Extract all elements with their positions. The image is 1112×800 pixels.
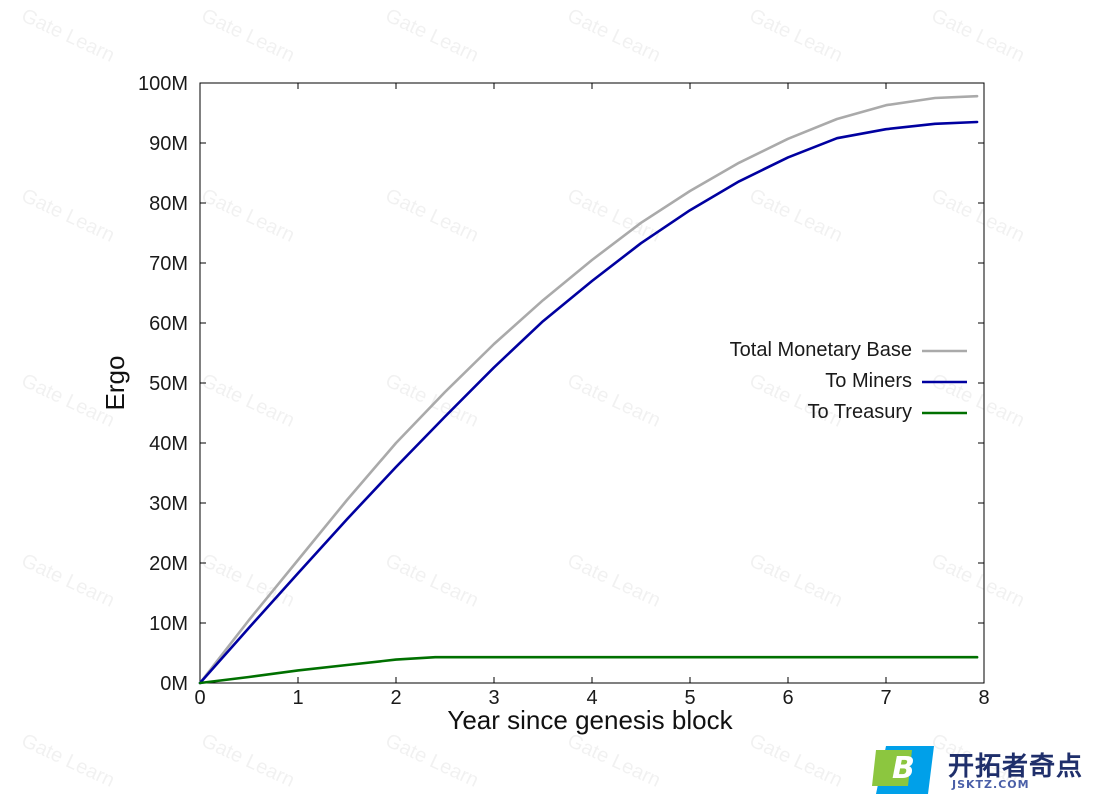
watermark-text: Gate Learn <box>382 5 482 67</box>
watermark-text: Gate Learn <box>198 370 298 432</box>
y-tick-label: 0M <box>160 673 188 695</box>
legend-label: Total Monetary Base <box>730 339 912 361</box>
y-tick-label: 20M <box>149 553 188 575</box>
x-tick-label: 7 <box>880 687 891 709</box>
y-tick-label: 100M <box>138 73 188 95</box>
x-tick-label: 8 <box>978 687 989 709</box>
watermark-text: Gate Learn <box>18 185 118 247</box>
watermark-text: Gate Learn <box>746 185 846 247</box>
logo-subtitle: JSKTZ.COM <box>952 778 1030 791</box>
y-tick-label: 70M <box>149 253 188 275</box>
x-tick-label: 6 <box>782 687 793 709</box>
watermark-text: Gate Learn <box>18 730 118 792</box>
watermark-text: Gate Learn <box>382 730 482 792</box>
series-lines <box>198 94 979 685</box>
watermark-text: Gate Learn <box>18 550 118 612</box>
y-tick-label: 30M <box>149 493 188 515</box>
watermark-text: Gate Learn <box>198 185 298 247</box>
x-tick-label: 3 <box>488 687 499 709</box>
legend-label: To Miners <box>825 370 912 392</box>
logo-name: 开拓者奇点 <box>948 752 1084 782</box>
watermark-text: Gate Learn <box>746 730 846 792</box>
watermark-text: Gate Learn <box>198 730 298 792</box>
watermark-text: Gate Learn <box>928 550 1028 612</box>
x-tick-label: 4 <box>586 687 597 709</box>
y-axis-label: Ergo <box>100 356 130 411</box>
x-tick-label: 2 <box>390 687 401 709</box>
watermark-text: Gate Learn <box>382 550 482 612</box>
watermark-text: Gate Learn <box>928 185 1028 247</box>
y-tick-label: 50M <box>149 373 188 395</box>
x-axis-label: Year since genesis block <box>447 705 733 735</box>
logo-badge-letter: B <box>892 751 915 786</box>
y-tick-label: 10M <box>149 613 188 635</box>
watermark-text: Gate Learn <box>928 370 1028 432</box>
watermark-text: Gate Learn <box>198 5 298 67</box>
y-tick-label: 40M <box>149 433 188 455</box>
watermark-text: Gate Learn <box>564 730 664 792</box>
legend-label: To Treasury <box>808 401 912 423</box>
series-line-0 <box>198 94 979 685</box>
y-tick-label: 60M <box>149 313 188 335</box>
watermark-text: Gate Learn <box>564 5 664 67</box>
watermark-text: Gate Learn <box>382 370 482 432</box>
y-tick-label: 90M <box>149 133 188 155</box>
watermark-text: Gate Learn <box>746 5 846 67</box>
watermark-text: Gate Learn <box>564 370 664 432</box>
x-tick-label: 5 <box>684 687 695 709</box>
watermark-text: Gate Learn <box>746 550 846 612</box>
legend: Total Monetary Base To Miners To Treasury <box>730 339 967 423</box>
series-line-1 <box>198 120 979 685</box>
watermark-text: Gate Learn <box>382 185 482 247</box>
site-logo: B 开拓者奇点 JSKTZ.COM <box>868 744 1108 798</box>
x-tick-label: 0 <box>194 687 205 709</box>
logo-badge-icon: B <box>872 746 934 794</box>
watermark-text: Gate Learn <box>18 5 118 67</box>
watermark-text: Gate Learn <box>928 5 1028 67</box>
x-tick-label: 1 <box>292 687 303 709</box>
watermark-text: Gate Learn <box>564 550 664 612</box>
axis-tick-labels: 0 1 2 3 4 5 6 7 80M10M20M30M40M50M60M70M80M90M10… <box>138 73 990 709</box>
watermark-text: Gate Learn <box>198 550 298 612</box>
y-tick-label: 80M <box>149 193 188 215</box>
series-line-2 <box>198 655 979 685</box>
